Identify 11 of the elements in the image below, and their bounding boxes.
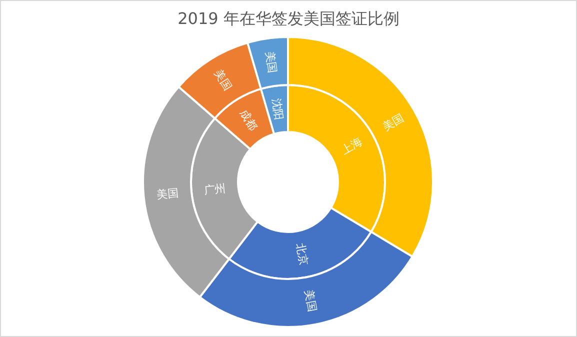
slice-label: 沈阳 [270, 97, 286, 122]
chart-title: 2019 年在华签发美国签证比例 [178, 9, 400, 28]
text: 美国 [380, 111, 406, 134]
slice-label: 美国 [211, 67, 234, 93]
slice-label: 北京 [293, 242, 310, 266]
text: 美国 [156, 186, 180, 202]
text: 美国 [262, 50, 279, 74]
slice-label: 上海 [339, 134, 365, 157]
slice-label: 广州 [203, 182, 226, 197]
slice-label: 成都 [237, 107, 260, 133]
text: 美国 [302, 288, 320, 313]
